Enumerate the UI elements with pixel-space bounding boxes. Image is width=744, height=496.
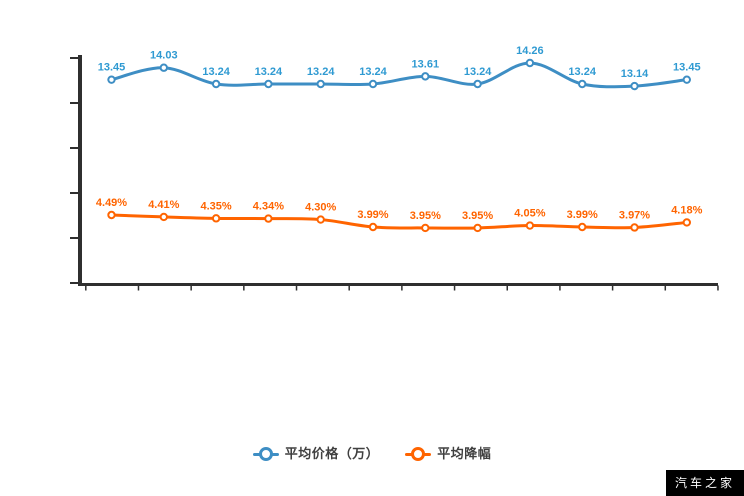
data-point-label: 13.24 [255,66,283,78]
data-point-marker[interactable] [682,75,691,84]
data-point-marker[interactable] [264,214,273,223]
data-point-marker[interactable] [630,223,639,232]
data-point-label: 14.26 [516,45,544,57]
data-point-label: 3.97% [619,209,650,221]
data-point-marker[interactable] [264,79,273,89]
data-point-label: 13.14 [621,68,649,80]
data-point-marker[interactable] [368,222,378,232]
data-point-marker[interactable] [578,222,587,232]
legend-label: 平均降幅 [437,446,492,461]
data-point-marker[interactable] [421,223,430,233]
data-point-marker[interactable] [578,79,587,89]
data-point-marker[interactable] [211,79,221,89]
data-point-label: 13.45 [673,62,701,74]
legend-item-price[interactable]: 平均价格（万） [252,446,380,461]
series-line [110,213,689,230]
data-point-marker[interactable] [525,221,535,230]
data-point-marker[interactable] [473,79,482,89]
legend-item-discount[interactable]: 平均降幅 [405,447,491,461]
series-discount: 4.49% 4.41% 4.35% 4.34% 4.30% 3.99% 3.95% 3.95%… [96,197,703,233]
data-point-marker[interactable] [630,81,639,91]
data-point-label: 13.24 [464,66,492,78]
data-point-label: 13.24 [568,66,596,78]
data-point-label: 13.61 [412,58,440,70]
legend-ring [411,447,426,461]
data-point-marker[interactable] [316,215,325,224]
data-point-label: 13.24 [359,66,387,78]
data-point-marker[interactable] [368,79,378,89]
data-point-label: 4.30% [305,202,336,214]
data-point-label: 4.18% [671,204,702,216]
legend-line-marker-icon [252,447,279,461]
series-price: 13.45 14.03 13.24 13.24 13.24 13.24 13.61 13.24… [98,45,701,91]
data-point-label: 3.95% [462,210,493,222]
data-point-marker[interactable] [421,72,430,81]
data-point-label: 13.24 [202,66,230,78]
data-point-label: 13.45 [98,62,126,74]
data-point-marker[interactable] [159,212,169,222]
data-point-label: 4.49% [96,197,127,209]
legend-label: 平均价格（万） [284,446,380,461]
data-point-marker[interactable] [473,223,482,233]
data-point-marker[interactable] [316,79,325,89]
data-point-marker[interactable] [682,218,691,227]
data-point-label: 4.34% [253,201,284,213]
legend-ring [258,447,273,461]
data-point-label: 3.99% [567,209,598,221]
data-point-marker[interactable] [159,63,169,72]
data-point-label: 3.95% [410,210,441,222]
data-point-marker[interactable] [107,210,116,220]
data-point-marker[interactable] [107,75,116,84]
data-point-label: 4.05% [514,208,545,220]
data-point-marker[interactable] [211,214,221,223]
data-point-label: 13.24 [307,66,335,78]
data-point-label: 4.41% [148,199,179,211]
data-point-label: 3.99% [357,209,388,221]
watermark-autohome: 汽车之家 [665,470,744,496]
chart-legend: 平均价格（万） 平均降幅 [0,441,744,467]
data-point-label: 4.35% [200,200,231,212]
data-point-label: 14.03 [150,50,178,62]
series-line [110,61,689,89]
legend-line-marker-icon [405,447,432,461]
data-point-marker[interactable] [525,58,535,68]
